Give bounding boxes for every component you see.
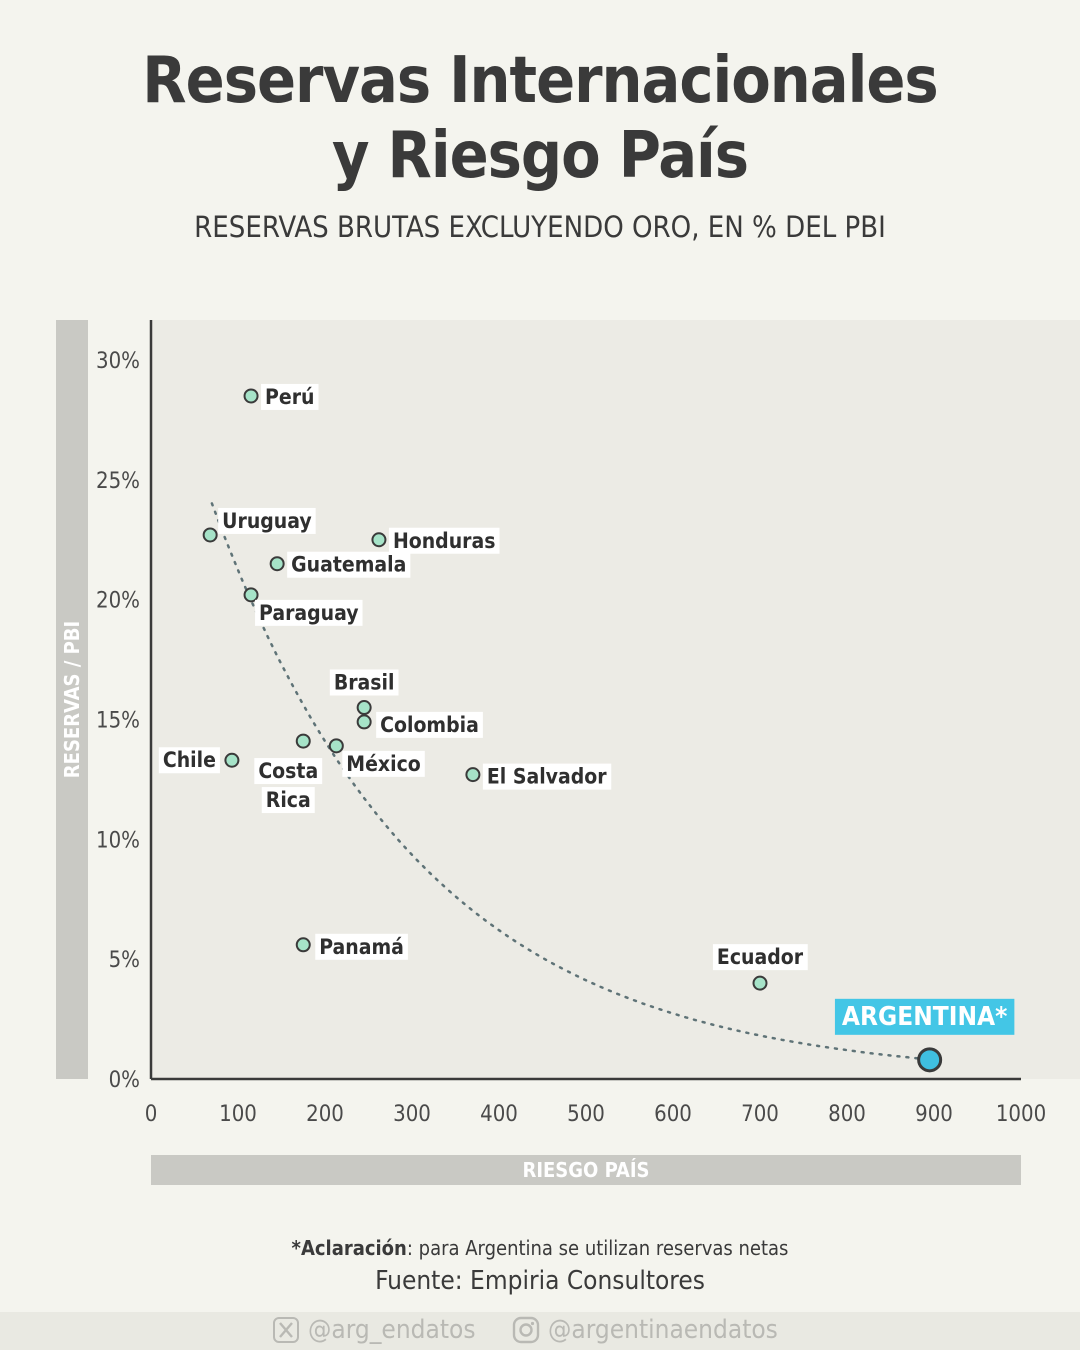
point-label: Colombia (380, 713, 479, 737)
point-label-background (261, 383, 319, 410)
clarification-note: *Aclaración: para Argentina se utilizan … (0, 1236, 1080, 1260)
point-label-background (482, 763, 612, 790)
x-tick-label: 1000 (996, 1102, 1046, 1127)
y-tick-label: 15% (96, 709, 140, 734)
point-label: Brasil (334, 671, 395, 695)
point-label: El Salvador (487, 765, 607, 789)
point-label: Perú (265, 385, 314, 409)
data-point (224, 752, 240, 768)
chart-title-line-1: Reservas Internacionales (142, 44, 938, 118)
point-label: Honduras (393, 529, 496, 553)
point-label-background (342, 750, 425, 777)
x-tick-label: 400 (480, 1102, 518, 1127)
point-label-background (376, 711, 483, 738)
chart-title-line-2: y Riesgo País (331, 119, 749, 193)
instagram-handle-text: @argentinaendatos (548, 1315, 778, 1345)
x-tick-label: 900 (915, 1102, 953, 1127)
plot-area (151, 320, 1080, 1079)
x-tick-label: 700 (741, 1102, 779, 1127)
source-text: Fuente: Empiria Consultores (375, 1266, 705, 1296)
x-tick-label: 100 (219, 1102, 257, 1127)
y-tick-label: 20% (96, 589, 140, 614)
point-label-background (158, 747, 220, 774)
y-tick-label: 10% (96, 828, 140, 853)
x-tick-label: 300 (393, 1102, 431, 1127)
x-tick-label: 600 (654, 1102, 692, 1127)
clarification-text: : para Argentina se utilizan reservas ne… (406, 1236, 789, 1260)
y-axis-label: RESERVAS / PBI (60, 621, 84, 778)
chart-subtitle: RESERVAS BRUTAS EXCLUYENDO ORO, EN % DEL… (194, 210, 886, 244)
instagram-icon (512, 1316, 540, 1344)
point-label-background (287, 551, 411, 578)
point-label: Ecuador (717, 945, 804, 969)
data-point (465, 767, 481, 783)
point-label-background (315, 933, 408, 960)
point-label-background (388, 527, 500, 554)
point-label: Guatemala (291, 553, 406, 577)
x-handle[interactable]: @arg_endatos (272, 1315, 476, 1345)
point-label-background (712, 944, 808, 971)
point-label-background (255, 599, 363, 626)
x-tick-label: 200 (306, 1102, 344, 1127)
data-point-argentina (917, 1047, 943, 1073)
point-label: México (346, 752, 420, 776)
scatter-chart: RESERVAS / PBI RIESGO PAÍS 0% 5% 10% 15% 20% 25… (56, 320, 1080, 1185)
data-point (356, 700, 372, 716)
data-point (752, 975, 768, 991)
point-label: Chile (163, 748, 216, 772)
y-tick-label: 25% (96, 469, 140, 494)
point-label: Uruguay (222, 509, 312, 533)
y-tick-label: 5% (109, 948, 140, 973)
data-point (295, 733, 311, 749)
trend-line (210, 502, 931, 1061)
point-label: Paraguay (259, 601, 358, 625)
data-point (356, 714, 372, 730)
y-tick-label: 0% (109, 1068, 140, 1093)
x-logo-icon (273, 1317, 299, 1343)
data-point (202, 527, 218, 543)
x-axis-label-band (151, 1155, 1021, 1185)
point-label-background (254, 758, 323, 785)
point-label: Panamá (319, 935, 404, 959)
data-point (328, 738, 344, 754)
y-axis-label-band (56, 320, 88, 1079)
data-point (269, 556, 285, 572)
footer-bar: @arg_endatos @argentinaendatos (0, 1312, 1080, 1350)
x-axis-label: RIESGO PAÍS (522, 1158, 649, 1182)
clarification-bold: *Aclaración (291, 1236, 407, 1260)
point-label-background (261, 787, 315, 814)
data-point (295, 937, 311, 953)
point-label-background (329, 669, 399, 696)
x-handle-text: @arg_endatos (308, 1315, 476, 1345)
highlight-label-background (834, 998, 1015, 1035)
y-tick-label: 30% (96, 349, 140, 374)
point-label: Rica (266, 788, 311, 812)
instagram-handle[interactable]: @argentinaendatos (512, 1315, 778, 1345)
data-point (243, 388, 259, 404)
x-tick-label: 800 (828, 1102, 866, 1127)
point-label: Costa (258, 759, 318, 783)
x-tick-label: 500 (567, 1102, 605, 1127)
point-label-background (218, 507, 316, 534)
data-point (243, 587, 259, 603)
data-point (371, 532, 387, 548)
highlight-label: ARGENTINA* (842, 1002, 1007, 1032)
x-tick-label: 0 (145, 1102, 158, 1127)
